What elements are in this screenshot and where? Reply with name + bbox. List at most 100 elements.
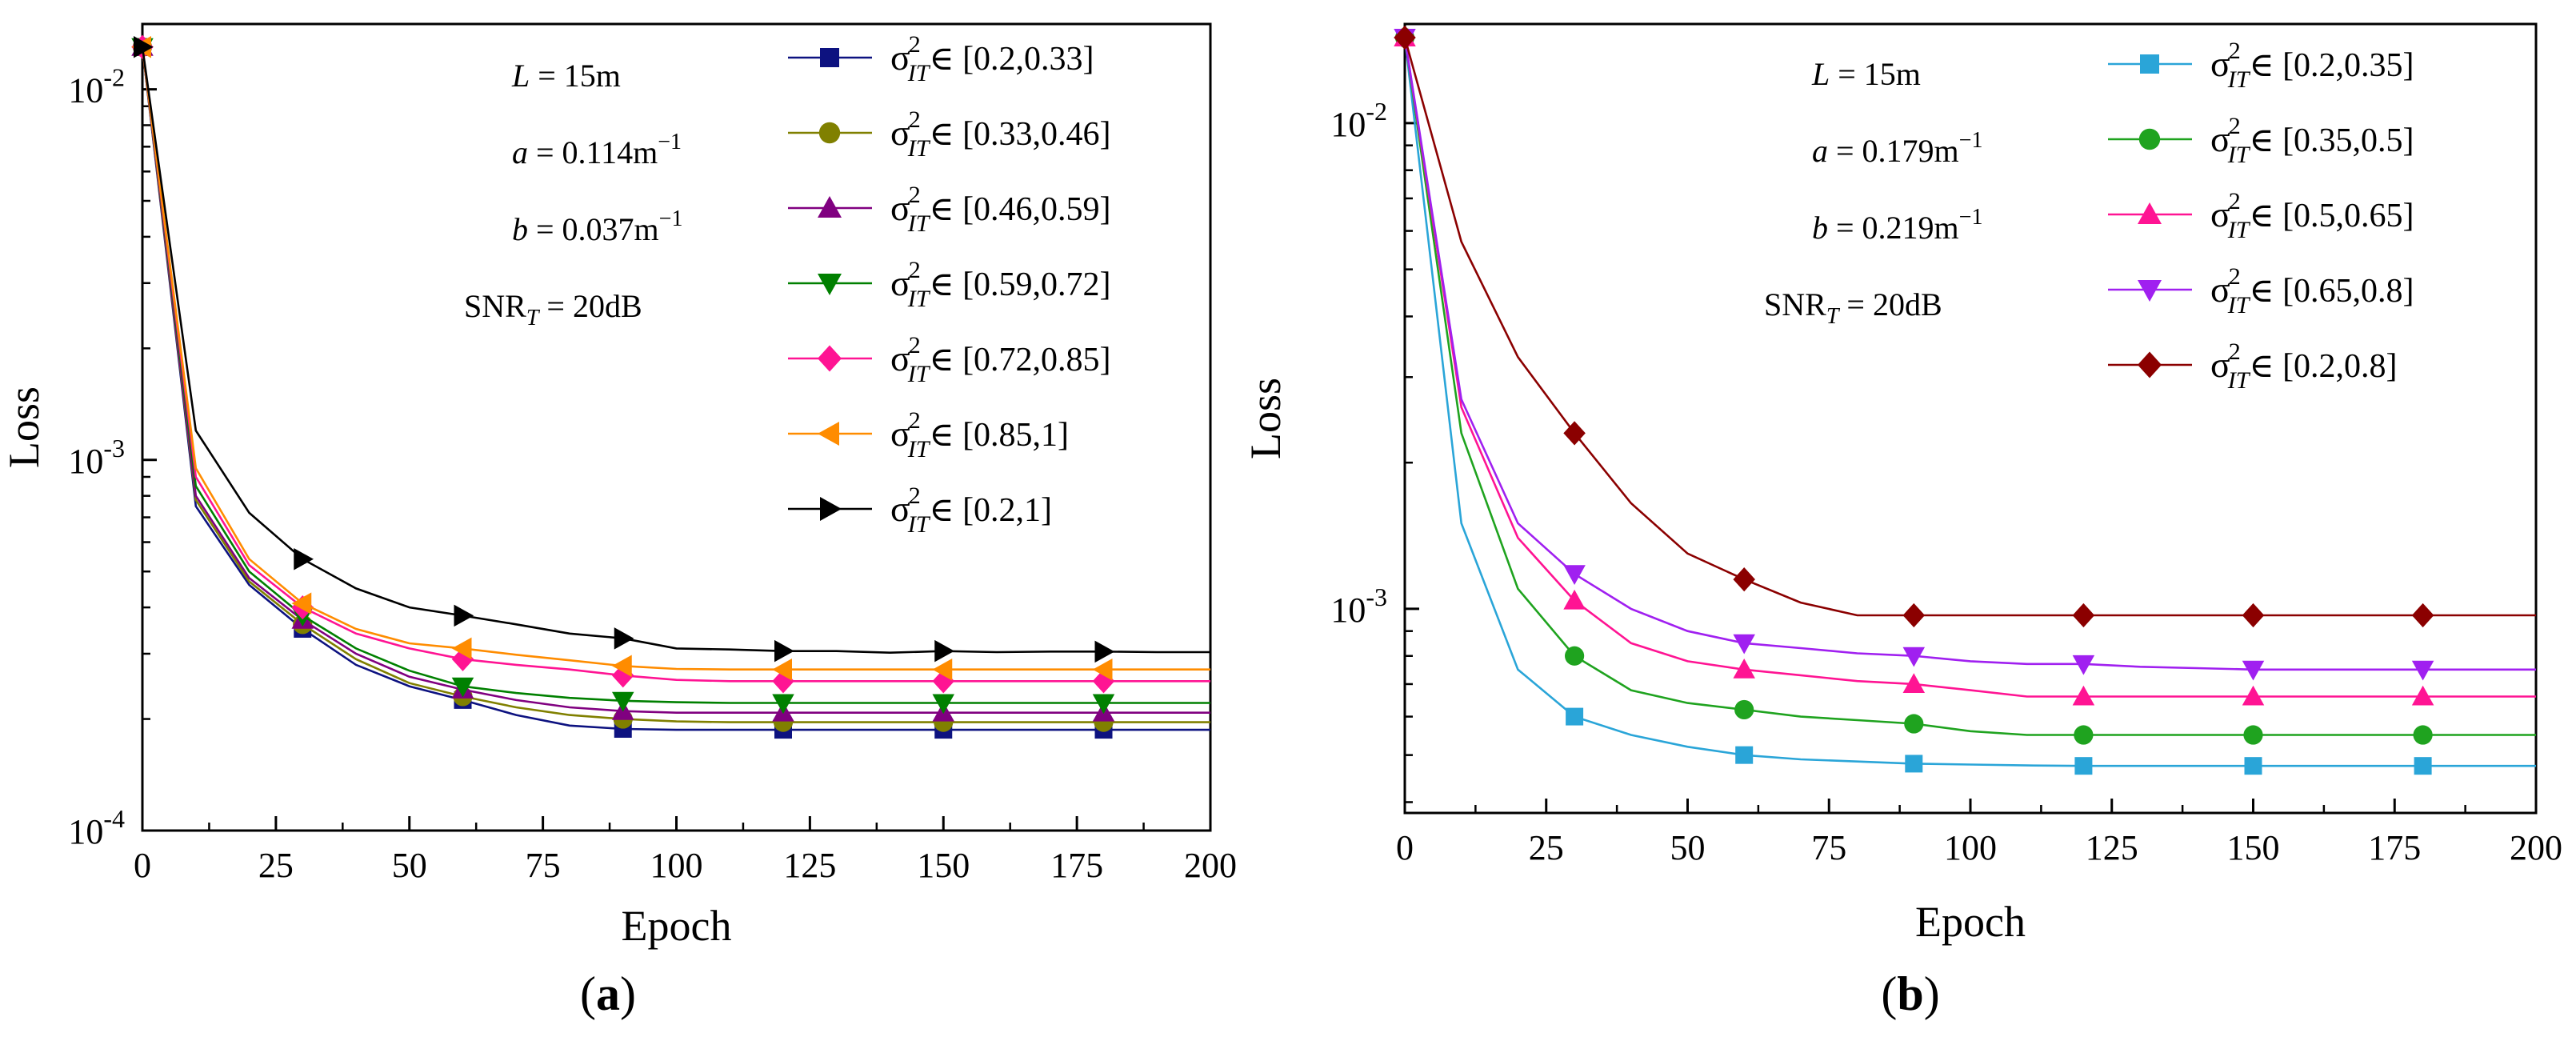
data-point [1565,646,1585,666]
series-line [1403,37,2536,767]
data-point [2411,603,2434,628]
x-tick-label: 175 [2368,828,2421,867]
series-1 [1394,27,2536,745]
legend-label: σ2 IT∈ [0.2,0.8] [2210,338,2398,394]
x-tick-label: 50 [392,846,427,885]
data-point [2242,603,2265,628]
series-line [141,46,1210,671]
data-point [2411,685,2434,706]
series-line [141,46,1210,683]
x-axis-ticks: 0 25 50 75 100 125 150 175 200 [134,816,1237,885]
series-line [1403,37,2536,617]
param-text: a = 0.179m−1 [1812,128,1982,169]
param-text: L = 15m [1811,56,1921,92]
data-point [294,547,314,571]
data-point [772,658,792,681]
data-point [1902,647,1926,667]
legend-marker [2138,202,2162,224]
x-axis-ticks: 0 25 50 75 100 125 150 175 200 [1396,799,2562,867]
legend-item: σ2 IT∈ [0.85,1] [788,407,1069,462]
x-tick-label: 25 [258,846,294,885]
series-line [141,46,1210,655]
param-text: b = 0.219m−1 [1812,205,1982,246]
data-point [1094,640,1115,663]
data-point [2242,660,2265,681]
data-point [1092,694,1115,715]
data-point [2243,725,2263,745]
legend-item: σ2 IT∈ [0.35,0.5] [2108,113,2414,168]
panel-label: (a) [580,967,636,1020]
chart-panel-a: 0 25 50 75 100 125 150 175 200 10-4 10-3 10-2 Epoch L… [0,22,1237,1020]
param-text: b = 0.037m−1 [512,206,682,247]
param-text: SNRT = 20dB [1764,286,1942,329]
data-point [291,592,312,615]
legend-marker [2140,54,2159,74]
series-6 [134,36,1210,663]
series-3 [131,38,1210,715]
data-point [1733,659,1755,679]
legend-marker [820,48,839,67]
legend-marker [2138,280,2162,302]
data-point [451,637,472,660]
legend-label: σ2 IT∈ [0.72,0.85] [890,332,1111,387]
data-point [2413,725,2433,745]
chart-panel-b: 0 25 50 75 100 125 150 175 200 10-3 10-2 Epoch Loss σ… [1242,22,2562,1020]
series-line [141,46,1210,704]
data-point [1394,25,1416,50]
data-point [2242,685,2265,706]
x-tick-label: 75 [526,846,561,885]
y-tick-label: 10-3 [68,434,125,481]
param-text: a = 0.114m−1 [512,130,682,170]
legend-label: σ2 IT∈ [0.2,1] [890,482,1052,538]
data-point [932,658,953,681]
series-line [1403,37,2536,671]
data-point [2072,603,2095,628]
data-point [2414,757,2432,775]
legend-item: σ2 IT∈ [0.2,0.35] [2108,38,2414,93]
x-tick-label: 200 [1184,846,1237,885]
param-text: SNRT = 20dB [464,288,642,330]
x-tick-label: 50 [1670,828,1706,867]
data-point [932,694,954,715]
y-tick-label: 10-2 [68,63,125,110]
data-point [1733,634,1755,655]
data-point [2074,757,2093,775]
y-axis-label: Loss [1242,378,1290,459]
data-point [1563,421,1586,446]
data-point [1563,565,1586,586]
x-tick-label: 150 [2227,828,2280,867]
x-axis-label: Epoch [1915,898,2026,946]
x-tick-label: 150 [917,846,970,885]
legend-item: σ2 IT∈ [0.5,0.65] [2108,188,2414,243]
x-tick-label: 0 [1396,828,1414,867]
data-point [1563,589,1586,610]
legend-label: σ2 IT∈ [0.65,0.8] [2210,263,2414,318]
legend-label: σ2 IT∈ [0.35,0.5] [2210,113,2414,168]
y-axis-ticks: 10-3 10-2 [1330,97,1419,803]
legend-item: σ2 IT∈ [0.2,0.33] [788,31,1094,86]
data-point [134,36,154,58]
x-tick-label: 175 [1050,846,1103,885]
data-point [612,655,632,678]
data-point [2072,685,2095,706]
series-line [141,46,1210,731]
legend-label: σ2 IT∈ [0.5,0.65] [2210,188,2414,243]
series-5 [131,36,1210,681]
data-point [1734,699,1754,720]
legend-label: σ2 IT∈ [0.2,0.35] [2210,38,2414,93]
legend: σ2 IT∈ [0.2,0.35] σ2 IT∈ [0.35,0.5] σ2 IT∈ [0… [2108,38,2414,394]
legend-item: σ2 IT∈ [0.2,0.8] [2108,338,2398,394]
data-point [2074,725,2094,745]
y-axis-label: Loss [0,386,48,468]
legend-marker [820,497,842,521]
data-point [451,677,474,698]
legend-marker [818,345,842,372]
data-point [2411,660,2434,681]
series-line [1403,37,2536,736]
data-point [2244,757,2262,775]
data-point [454,604,474,627]
legend-item: σ2 IT∈ [0.33,0.46] [788,106,1111,162]
series-line [1403,37,2536,698]
parameter-annotations: L = 15m a = 0.114m−1 b = 0.037m−1 SNRT = 20… [464,58,682,330]
parameter-annotations: L = 15m a = 0.179m−1 b = 0.219m−1 SNRT = 20… [1764,56,1982,329]
